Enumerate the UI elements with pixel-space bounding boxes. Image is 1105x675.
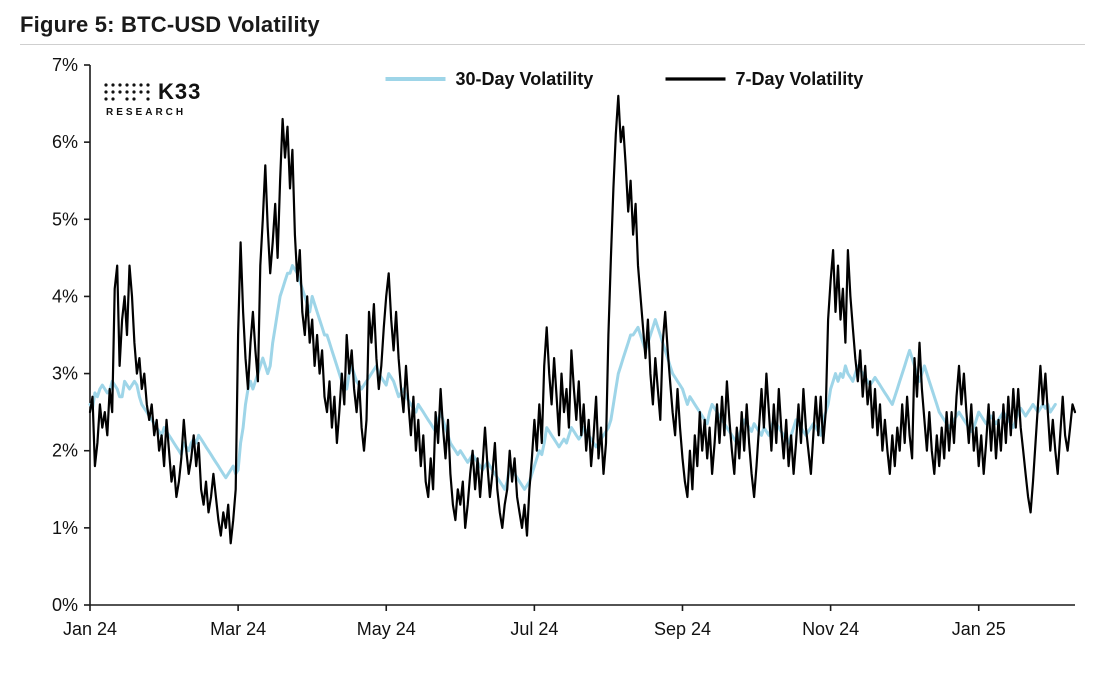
y-tick-label: 5% <box>52 209 78 229</box>
volatility-chart: 0% 1% 2% 3% 4% 5% 6% 7% Jan 24 Mar 24 May 24 Jul 24… <box>20 53 1085 653</box>
x-tick-label: Jan 25 <box>952 619 1006 639</box>
y-tick-label: 7% <box>52 55 78 75</box>
figure-title: Figure 5: BTC-USD Volatility <box>20 12 1085 45</box>
y-tick-label: 0% <box>52 595 78 615</box>
legend-label: 7-Day Volatility <box>736 69 864 89</box>
svg-text:K33: K33 <box>158 79 201 104</box>
y-tick-label: 3% <box>52 364 78 384</box>
series-7day <box>90 96 1075 543</box>
x-tick-label: Nov 24 <box>802 619 859 639</box>
x-tick-label: Jul 24 <box>510 619 558 639</box>
legend: 30-Day Volatility 7-Day Volatility <box>386 69 864 89</box>
y-tick-label: 2% <box>52 441 78 461</box>
y-tick-label: 4% <box>52 286 78 306</box>
y-tick-label: 6% <box>52 132 78 152</box>
brand-logo: K33 RESEARCH <box>104 79 201 118</box>
legend-label: 30-Day Volatility <box>456 69 594 89</box>
svg-text:RESEARCH: RESEARCH <box>106 107 186 118</box>
x-tick-label: Mar 24 <box>210 619 266 639</box>
x-tick-label: May 24 <box>357 619 416 639</box>
x-tick-label: Jan 24 <box>63 619 117 639</box>
figure-container: Figure 5: BTC-USD Volatility 0% 1% 2% 3% 4% 5… <box>0 0 1105 675</box>
y-tick-label: 1% <box>52 518 78 538</box>
chart-area: 0% 1% 2% 3% 4% 5% 6% 7% Jan 24 Mar 24 May 24 Jul 24… <box>20 53 1085 653</box>
x-tick-label: Sep 24 <box>654 619 711 639</box>
